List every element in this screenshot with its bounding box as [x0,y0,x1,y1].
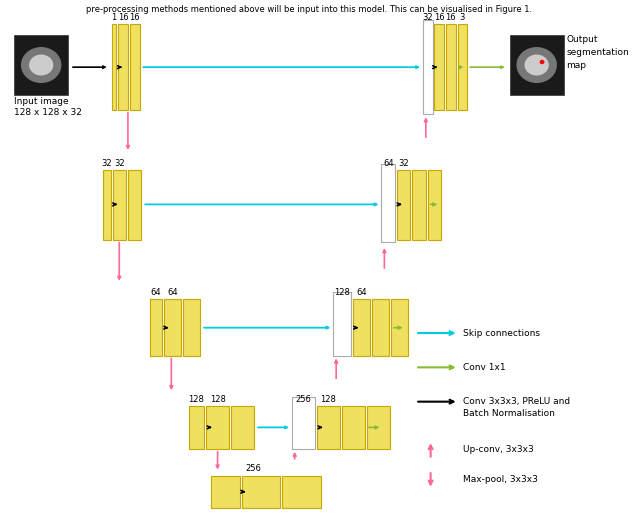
Text: 256: 256 [296,395,311,404]
Bar [367,406,390,449]
Bar [242,476,280,508]
Bar [342,406,365,449]
Bar [333,292,351,356]
Text: 128: 128 [334,287,350,297]
Text: 3: 3 [460,13,465,22]
Text: Batch Normalisation: Batch Normalisation [463,409,556,418]
Text: 128 x 128 x 32: 128 x 128 x 32 [14,108,82,117]
Text: 16: 16 [118,13,129,22]
Text: 16: 16 [434,13,445,22]
Text: 32: 32 [398,159,409,168]
Bar [118,24,128,110]
Text: 256: 256 [245,464,261,474]
Bar [423,20,433,115]
Text: 64: 64 [150,287,161,297]
Text: 1: 1 [111,13,116,22]
Text: Max-pool, 3x3x3: Max-pool, 3x3x3 [463,475,538,485]
Bar [353,299,370,356]
Bar [111,24,116,110]
Text: 128: 128 [210,395,225,404]
Text: pre-processing methods mentioned above will be input into this model. This can b: pre-processing methods mentioned above w… [86,5,532,14]
Bar [412,170,426,240]
Bar [458,24,467,110]
Bar [164,299,181,356]
Bar [189,406,204,449]
Bar [317,406,340,449]
Bar [446,24,456,110]
Text: Output: Output [566,35,598,44]
Bar [130,24,140,110]
Text: 32: 32 [422,13,433,22]
Text: 64: 64 [356,287,367,297]
Text: 64: 64 [383,159,394,168]
Text: 128: 128 [188,395,204,404]
Bar [211,476,240,508]
Text: segmentation: segmentation [566,48,629,57]
Bar [231,406,254,449]
Text: 32: 32 [114,159,125,168]
Bar [381,164,395,242]
Text: 128: 128 [321,395,337,404]
Bar [435,24,444,110]
Ellipse shape [525,55,549,75]
Text: Skip connections: Skip connections [463,329,540,337]
Bar [103,170,111,240]
Text: map: map [566,61,586,70]
Bar [282,476,321,508]
Bar [391,299,408,356]
Bar [128,170,141,240]
Text: Input image: Input image [14,97,69,106]
Text: Up-conv, 3x3x3: Up-conv, 3x3x3 [463,445,534,455]
Text: 32: 32 [101,159,112,168]
Text: 16: 16 [129,13,140,22]
Bar [206,406,229,449]
Text: 64: 64 [167,287,177,297]
Bar [292,397,315,449]
Bar [150,299,162,356]
Bar [428,170,441,240]
Bar [113,170,126,240]
Ellipse shape [21,47,61,83]
Bar [397,170,410,240]
Bar [14,35,68,95]
Ellipse shape [540,60,545,64]
Bar [183,299,200,356]
Ellipse shape [29,55,53,75]
Bar [509,35,564,95]
Text: Conv 3x3x3, PReLU and: Conv 3x3x3, PReLU and [463,397,570,406]
Text: Conv 1x1: Conv 1x1 [463,363,506,372]
Ellipse shape [516,47,557,83]
Bar [372,299,389,356]
Text: 16: 16 [445,13,456,22]
